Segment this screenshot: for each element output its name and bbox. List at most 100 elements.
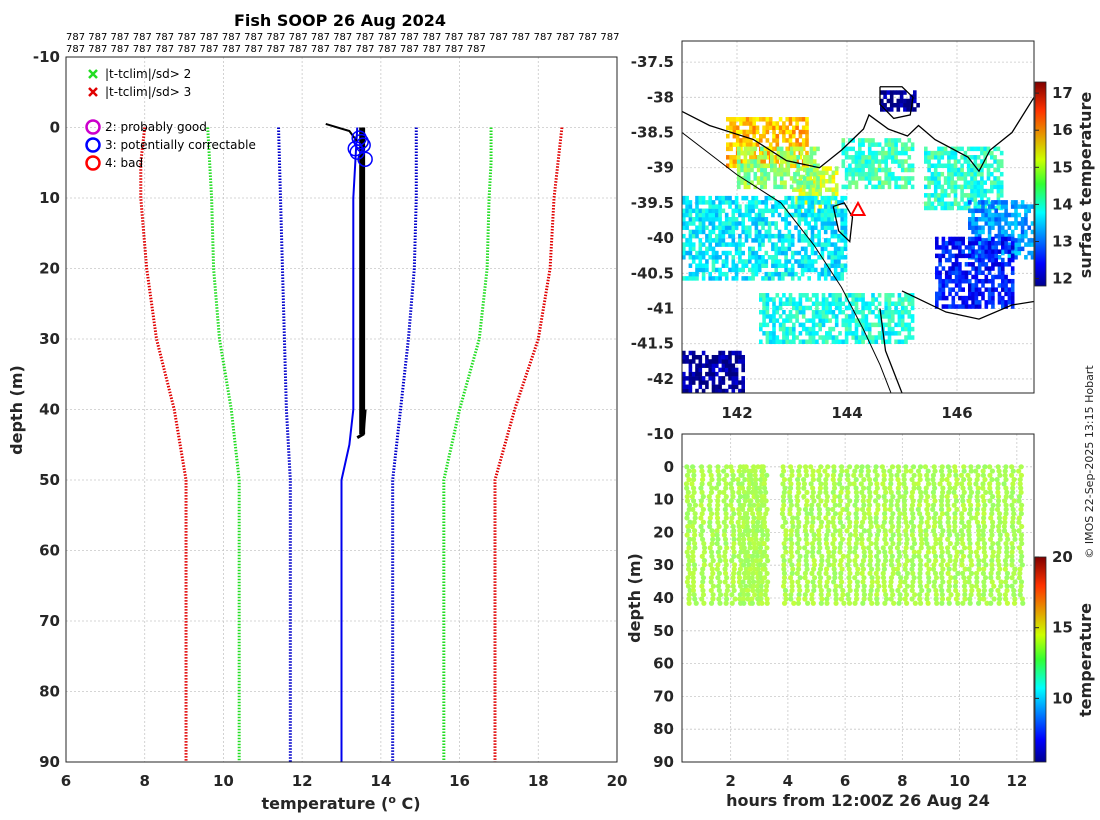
- sst-pixel: [968, 253, 972, 259]
- section-point: [895, 506, 901, 513]
- section-point: [924, 472, 930, 478]
- sst-pixel: [705, 208, 709, 214]
- section-point: [910, 498, 916, 504]
- section-point: [987, 489, 994, 495]
- section-point: [973, 515, 979, 521]
- sst-pixel: [784, 200, 788, 205]
- section-point: [962, 596, 968, 602]
- sst-pixel: [854, 163, 859, 169]
- section-point: [690, 549, 696, 555]
- sst-pixel: [743, 176, 748, 181]
- section-point: [923, 553, 930, 559]
- sst-pixel: [986, 171, 991, 177]
- section-point: [699, 583, 705, 589]
- sst-pixel: [711, 200, 716, 205]
- section-point: [1016, 468, 1022, 474]
- sst-pixel: [782, 129, 786, 135]
- sst-pixel: [798, 142, 803, 147]
- sst-pixel: [726, 133, 730, 139]
- sst-pixel: [874, 322, 879, 328]
- sst-pixel: [818, 170, 822, 176]
- section-point: [926, 579, 932, 585]
- section-point: [740, 579, 746, 585]
- sst-pixel: [889, 94, 894, 100]
- sst-pixel: [821, 339, 826, 345]
- section-point: [958, 528, 965, 534]
- sst-pixel: [805, 142, 809, 147]
- sst-pixel: [775, 138, 780, 143]
- sst-pixel: [708, 363, 712, 368]
- sst-pixel: [794, 225, 798, 230]
- sst-pixel: [907, 322, 912, 328]
- sst-pixel: [851, 180, 855, 185]
- section-point: [722, 566, 728, 572]
- sst-pixel: [991, 253, 995, 259]
- section-point: [909, 566, 915, 572]
- sst-pixel: [848, 138, 852, 143]
- sst-pixel: [795, 301, 799, 307]
- sst-pixel: [910, 297, 915, 302]
- sst-pixel: [973, 193, 978, 198]
- sst-pixel: [1020, 200, 1025, 205]
- sst-pixel: [718, 367, 722, 373]
- sst-pixel: [833, 263, 838, 268]
- sst-pixel: [797, 195, 802, 201]
- section-point: [911, 540, 918, 547]
- sst-pixel: [827, 267, 831, 273]
- sst-pixel: [820, 225, 825, 230]
- section-point: [685, 523, 691, 530]
- section-point: [987, 485, 993, 491]
- sst-pixel: [776, 171, 781, 177]
- section-point: [723, 515, 729, 521]
- sst-pixel: [963, 180, 968, 185]
- sst-pixel: [691, 376, 696, 381]
- sst-pixel: [957, 171, 961, 177]
- sst-pixel: [991, 287, 995, 292]
- section-point: [789, 468, 795, 474]
- section-point: [952, 464, 958, 470]
- sst-pixel: [884, 159, 888, 164]
- sst-pixel: [772, 322, 776, 328]
- sst-pixel: [811, 309, 816, 315]
- section-point: [753, 489, 759, 495]
- section-point: [721, 519, 727, 525]
- section-point: [967, 600, 973, 606]
- section-point: [804, 540, 810, 547]
- sst-pixel: [739, 159, 743, 164]
- sst-pixel: [894, 155, 898, 160]
- sst-pixel: [812, 171, 817, 177]
- sst-pixel: [1014, 225, 1018, 230]
- section-point: [757, 558, 763, 564]
- sst-pixel: [903, 98, 907, 104]
- section-point: [686, 468, 692, 474]
- section-point: [818, 519, 825, 525]
- section-point: [917, 498, 923, 504]
- sst-pixel: [984, 245, 989, 250]
- section-point: [1009, 583, 1015, 589]
- sst-pixel: [964, 278, 969, 284]
- sst-pixel: [1024, 208, 1028, 214]
- sst-pixel: [820, 267, 825, 273]
- sst-pixel: [757, 267, 762, 273]
- sst-pixel: [728, 376, 732, 381]
- sst-pixel: [754, 238, 759, 243]
- sst-pixel: [715, 195, 719, 201]
- section-point: [981, 511, 987, 517]
- section-point: [736, 579, 743, 585]
- sst-pixel: [825, 187, 829, 192]
- section-point: [989, 494, 996, 500]
- sst-pixel: [823, 200, 828, 205]
- section-point: [931, 579, 938, 585]
- sst-pixel: [795, 305, 799, 311]
- sst-pixel: [930, 180, 935, 185]
- sst-pixel: [960, 163, 964, 169]
- section-point: [959, 519, 965, 525]
- sst-pixel: [688, 229, 693, 235]
- sst-pixel: [954, 253, 959, 259]
- section-point: [974, 494, 980, 500]
- sst-pixel: [1004, 208, 1008, 214]
- profile-chart: Fish SOOP 26 Aug 2024 787 787 787 787 78…: [7, 11, 627, 813]
- sst-pixel: [796, 163, 800, 169]
- sst-pixel: [834, 297, 839, 302]
- sst-pixel: [947, 184, 951, 190]
